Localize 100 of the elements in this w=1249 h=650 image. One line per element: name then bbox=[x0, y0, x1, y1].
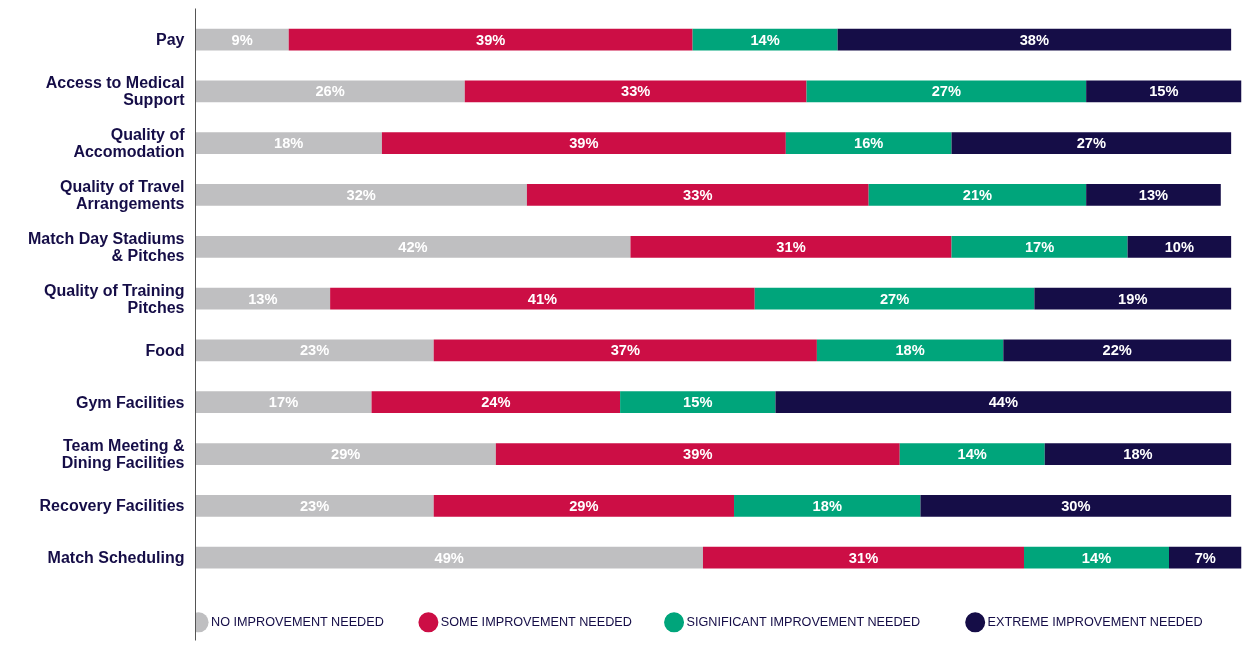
y-tick-label: Gym Facilities bbox=[76, 393, 185, 411]
data-label: 13% bbox=[248, 290, 278, 307]
data-label: 24% bbox=[481, 394, 511, 411]
bar bbox=[195, 546, 703, 569]
data-label: 15% bbox=[1149, 83, 1179, 100]
bar bbox=[785, 132, 952, 155]
bar bbox=[330, 287, 755, 310]
data-label: 29% bbox=[331, 446, 361, 463]
data-label: 18% bbox=[895, 342, 925, 359]
legend-label: SIGNIFICANT IMPROVEMENT NEEDED bbox=[686, 615, 921, 630]
bar bbox=[195, 132, 382, 155]
y-tick-label: Access to Medical Support bbox=[45, 74, 186, 109]
y-tick-label: Quality of Training Pitches bbox=[44, 281, 185, 316]
bar bbox=[1127, 235, 1232, 258]
data-label: 14% bbox=[750, 31, 780, 48]
data-label: 23% bbox=[299, 497, 330, 514]
data-label: 27% bbox=[1076, 135, 1107, 152]
y-tick-label: Match Day Stadiums & Pitches bbox=[28, 229, 185, 264]
data-label: 31% bbox=[848, 549, 879, 566]
bar bbox=[630, 235, 952, 258]
legend-label: SOME IMPROVEMENT NEEDED bbox=[440, 615, 632, 630]
data-label: 33% bbox=[683, 186, 713, 203]
data-label: 18% bbox=[1123, 446, 1153, 463]
bar bbox=[1024, 546, 1170, 569]
bar bbox=[868, 184, 1087, 206]
bar bbox=[433, 494, 735, 517]
bar bbox=[288, 28, 693, 51]
bar bbox=[433, 339, 817, 362]
data-label: 31% bbox=[776, 238, 806, 255]
bar bbox=[195, 80, 465, 103]
y-tick-label: Food bbox=[145, 341, 185, 359]
bar bbox=[775, 391, 1232, 414]
data-label: 13% bbox=[1138, 186, 1169, 203]
bar bbox=[195, 391, 372, 414]
data-label: 42% bbox=[398, 238, 428, 255]
data-label: 16% bbox=[854, 135, 884, 152]
bar bbox=[1003, 339, 1232, 362]
data-label: 39% bbox=[475, 31, 506, 48]
legend-label: EXTREME IMPROVEMENT NEEDED bbox=[987, 615, 1203, 630]
bar bbox=[754, 287, 1035, 310]
bar bbox=[837, 28, 1232, 51]
bar bbox=[1086, 184, 1221, 206]
bar bbox=[195, 494, 434, 517]
bar bbox=[195, 287, 331, 310]
bar bbox=[195, 184, 527, 206]
bar bbox=[920, 494, 1232, 517]
data-label: 9% bbox=[231, 31, 253, 48]
bar bbox=[951, 132, 1232, 155]
data-label: 22% bbox=[1102, 342, 1132, 359]
data-label: 27% bbox=[879, 290, 910, 307]
y-tick-label: Quality of Travel Arrangements bbox=[60, 177, 185, 212]
bar bbox=[620, 391, 776, 414]
data-label: 41% bbox=[527, 290, 558, 307]
data-label: 26% bbox=[315, 83, 345, 100]
bar bbox=[371, 391, 621, 414]
data-label: 27% bbox=[931, 83, 962, 100]
bar bbox=[195, 339, 434, 362]
data-label: 10% bbox=[1164, 238, 1195, 255]
bar bbox=[495, 443, 900, 465]
data-label: 39% bbox=[569, 135, 599, 152]
bar bbox=[195, 235, 631, 258]
data-label: 14% bbox=[1081, 549, 1112, 566]
data-label: 17% bbox=[268, 394, 299, 411]
data-label: 49% bbox=[434, 549, 464, 566]
bar bbox=[1044, 443, 1232, 465]
y-tick-label: Team Meeting & Dining Facilities bbox=[61, 437, 185, 472]
bar bbox=[899, 443, 1045, 465]
data-label: 39% bbox=[683, 446, 713, 463]
bar bbox=[464, 80, 807, 103]
bar bbox=[702, 546, 1025, 569]
bar bbox=[195, 443, 496, 465]
bar bbox=[806, 80, 1087, 103]
data-label: 14% bbox=[957, 446, 987, 463]
y-tick-label: Pay bbox=[156, 31, 185, 49]
data-label: 18% bbox=[812, 497, 842, 514]
bar bbox=[526, 184, 869, 206]
data-label: 44% bbox=[988, 394, 1018, 411]
legend-label: NO IMPROVEMENT NEEDED bbox=[211, 615, 384, 630]
data-label: 21% bbox=[962, 186, 993, 203]
y-tick-label: Recovery Facilities bbox=[39, 497, 185, 515]
bar bbox=[734, 494, 921, 517]
bar bbox=[1034, 287, 1232, 310]
bar bbox=[1086, 80, 1242, 103]
bar bbox=[951, 235, 1128, 258]
data-label: 19% bbox=[1118, 290, 1148, 307]
data-label: 7% bbox=[1194, 549, 1216, 566]
data-label: 32% bbox=[346, 186, 376, 203]
data-label: 38% bbox=[1019, 31, 1050, 48]
y-tick-label: Match Scheduling bbox=[47, 549, 185, 567]
data-label: 15% bbox=[683, 394, 713, 411]
data-label: 37% bbox=[610, 342, 640, 359]
y-tick-label: Quality of Accomodation bbox=[73, 126, 186, 161]
data-label: 17% bbox=[1024, 238, 1055, 255]
data-label: 18% bbox=[274, 135, 304, 152]
data-label: 23% bbox=[299, 342, 330, 359]
bar bbox=[692, 28, 838, 51]
bar bbox=[381, 132, 786, 155]
bar bbox=[816, 339, 1004, 362]
data-label: 29% bbox=[569, 497, 599, 514]
data-label: 33% bbox=[620, 83, 651, 100]
